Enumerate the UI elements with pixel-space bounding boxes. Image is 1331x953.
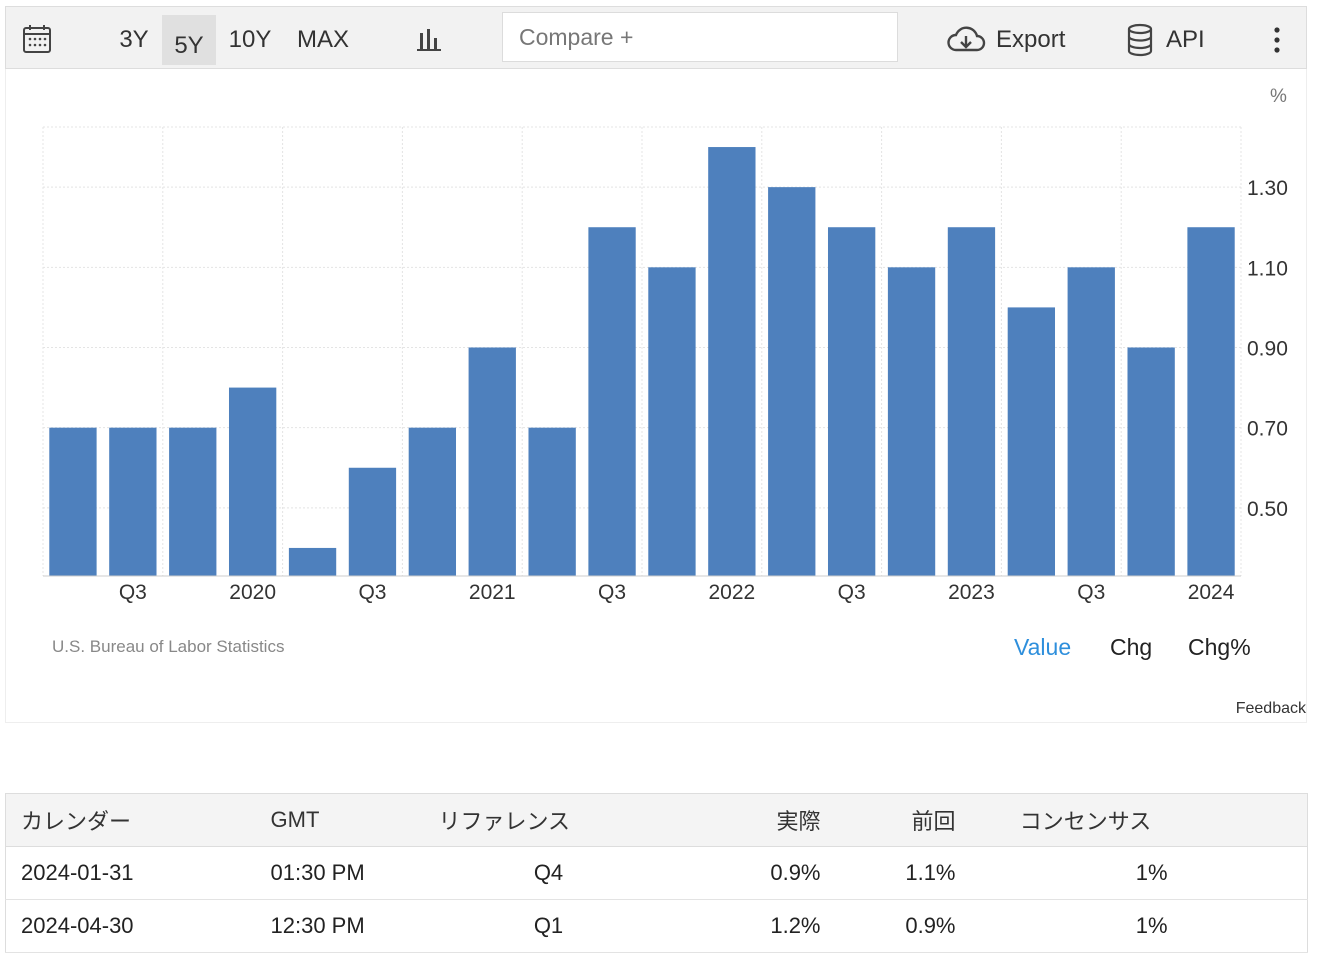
bar [228,387,277,576]
bar [1007,307,1056,576]
bar [109,427,157,576]
export-button[interactable]: Export [996,26,1066,53]
tab-value[interactable]: Value [1014,634,1072,660]
range-10y-button[interactable]: 10Y [228,26,272,53]
bar-chart: 0.50 0.70 0.90 1.10 1.30% Q3 2020 Q3 2021 Q3 2022 Q… [42,86,1288,604]
x-tick-label: Q3 [1077,581,1105,604]
chart-panel: 0.50 0.70 0.90 1.10 1.30% Q3 2020 Q3 2021 Q3 2022 Q… [5,69,1307,723]
y-tick-label: 0.70 [1247,418,1288,441]
cell-reference: Q4 [438,846,659,900]
table-row: 2024-01-31 01:30 PM Q4 0.9% 1.1% 1% [5,846,1308,900]
x-tick-label: Q3 [838,581,866,604]
header-actual: 実際 [658,793,851,847]
header-spacer [1185,793,1308,847]
more-options-icon[interactable] [1268,25,1286,55]
bar [887,267,936,576]
bar [528,427,576,576]
x-tick-label: Q3 [598,581,626,604]
bar [708,147,756,576]
cell-date: 2024-01-31 [5,846,271,900]
cell-consensus: 1% [985,846,1186,900]
header-previous: 前回 [850,793,986,847]
x-tick-label: 2023 [948,581,995,604]
bar [169,427,217,576]
tab-chg-percent[interactable]: Chg% [1188,634,1251,660]
y-unit-label: % [1270,86,1287,107]
header-reference: リファレンス [438,793,659,847]
chart-toolbar: 3Y 5Y 10Y MAX Compare + Export API [5,6,1307,69]
table-header-row: カレンダー GMT リファレンス 実際 前回 コンセンサス [5,793,1308,847]
y-tick-label: 0.50 [1247,498,1288,521]
cell-time: 12:30 PM [270,899,439,953]
bar [468,347,516,576]
bar [768,187,816,577]
y-tick-label: 1.10 [1247,257,1288,280]
bar [1067,267,1115,576]
bar [348,467,397,576]
x-tick-label: 2020 [229,581,276,604]
calendar-icon[interactable] [22,23,52,55]
range-max-button[interactable]: MAX [296,26,349,53]
cell-spacer [1185,899,1308,953]
cell-time: 01:30 PM [270,846,439,900]
bar [827,227,876,577]
header-gmt: GMT [270,793,439,847]
bar [947,227,996,577]
cell-reference: Q1 [438,899,659,953]
source-label: U.S. Bureau of Labor Statistics [52,637,285,656]
bar [1127,347,1175,576]
x-tick-label: 2021 [469,581,516,604]
calendar-table: カレンダー GMT リファレンス 実際 前回 コンセンサス 2024-01-31… [5,793,1308,953]
range-3y-button[interactable]: 3Y [119,26,149,53]
compare-input[interactable]: Compare + [502,12,898,62]
x-tick-label: Q3 [119,581,147,604]
table-row: 2024-04-30 12:30 PM Q1 1.2% 0.9% 1% [5,899,1308,953]
api-button[interactable]: API [1166,26,1205,53]
cell-previous: 0.9% [850,899,986,953]
bar [288,547,337,576]
tab-chg[interactable]: Chg [1110,634,1153,660]
database-icon[interactable] [1126,23,1154,57]
range-5y-button[interactable]: 5Y [162,15,216,65]
cell-spacer [1185,846,1308,900]
cell-actual: 0.9% [658,846,851,900]
bar [49,427,97,576]
cell-date: 2024-04-30 [5,899,271,953]
bar [648,267,696,576]
chart-type-icon[interactable] [416,27,442,55]
y-tick-label: 0.90 [1247,337,1288,360]
cell-previous: 1.1% [850,846,986,900]
cloud-download-icon[interactable] [946,25,986,55]
cell-actual: 1.2% [658,899,851,953]
y-tick-label: 1.30 [1247,177,1288,200]
feedback-link[interactable]: Feedback [1235,700,1306,717]
x-tick-label: Q3 [358,581,386,604]
x-tick-label: 2022 [708,581,755,604]
bar [408,427,457,576]
header-calendar: カレンダー [5,793,271,847]
bar [1187,227,1235,577]
x-tick-label: 2024 [1188,581,1235,604]
bar [588,227,636,577]
header-consensus: コンセンサス [985,793,1186,847]
cell-consensus: 1% [985,899,1186,953]
